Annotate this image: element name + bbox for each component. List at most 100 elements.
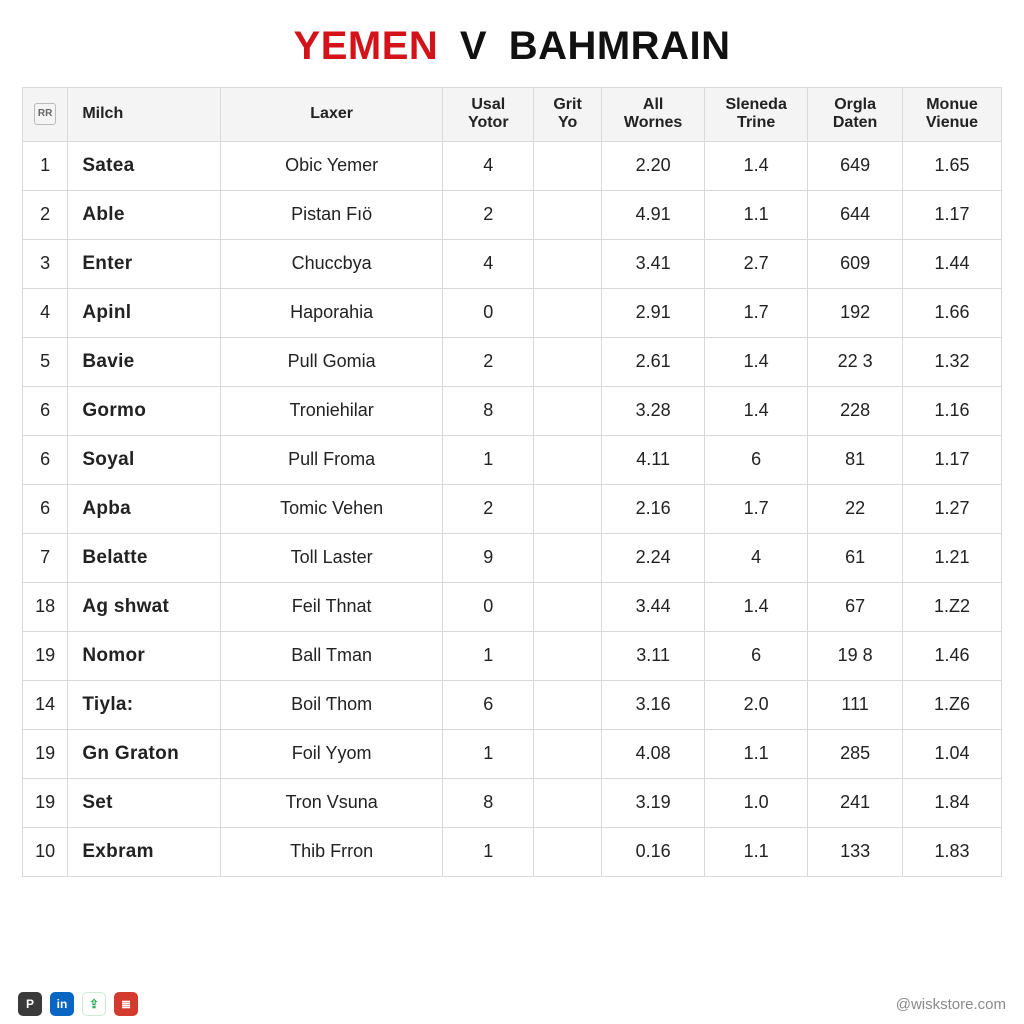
cell-orgla-daten: 19 8 <box>808 631 903 680</box>
cell-grit-yo <box>534 337 602 386</box>
cell-grit-yo <box>534 778 602 827</box>
cell-grit-yo <box>534 239 602 288</box>
stats-table: RR Milch Laxer UsalYotor GritYo AllWorne… <box>22 87 1002 877</box>
app-icon[interactable]: ≣ <box>114 992 138 1016</box>
cell-monue-vienue: 1.83 <box>902 827 1001 876</box>
table-row[interactable]: 6ApbaTomic Vehen22.161.7221.27 <box>23 484 1002 533</box>
cell-orgla-daten: 192 <box>808 288 903 337</box>
cell-all-wornes: 3.19 <box>602 778 705 827</box>
cell-milch: Gormo <box>68 386 221 435</box>
cell-all-wornes: 2.61 <box>602 337 705 386</box>
page-title: YEMEN V BAHMRAIN <box>22 24 1002 69</box>
cell-sleneda-trine: 2.7 <box>705 239 808 288</box>
table-row[interactable]: 14Tiyla:Boil Ƭhom63.162.01111.Z6 <box>23 680 1002 729</box>
cell-usal-yotor: 1 <box>443 729 534 778</box>
cell-laxer: Pistan Fıö <box>220 190 443 239</box>
cell-rank: 10 <box>23 827 68 876</box>
title-team-a: YEMEN <box>294 24 439 68</box>
table-row[interactable]: 6SoyalPull Froma14.116811.17 <box>23 435 1002 484</box>
table-row[interactable]: 19NomorBall Tman13.11619 81.46 <box>23 631 1002 680</box>
cell-grit-yo <box>534 533 602 582</box>
cell-all-wornes: 4.08 <box>602 729 705 778</box>
table-row[interactable]: 10ExbramThib Frron10.161.11331.83 <box>23 827 1002 876</box>
cell-rank: 1 <box>23 141 68 190</box>
col-grit-yo[interactable]: GritYo <box>534 88 602 142</box>
cell-all-wornes: 3.11 <box>602 631 705 680</box>
cell-laxer: Boil Ƭhom <box>220 680 443 729</box>
col-all-wornes[interactable]: AllWornes <box>602 88 705 142</box>
title-team-b: BAHMRAIN <box>509 24 731 68</box>
cell-monue-vienue: 1.66 <box>902 288 1001 337</box>
table-row[interactable]: 5BaviePull Gomia22.611.422 31.32 <box>23 337 1002 386</box>
cell-laxer: Feil Thnat <box>220 582 443 631</box>
cell-rank: 6 <box>23 386 68 435</box>
cell-monue-vienue: 1.32 <box>902 337 1001 386</box>
cell-monue-vienue: 1.04 <box>902 729 1001 778</box>
cell-all-wornes: 2.91 <box>602 288 705 337</box>
page-root: YEMEN V BAHMRAIN RR Milch Laxer UsalYoto… <box>0 0 1024 1024</box>
col-usal-yotor[interactable]: UsalYotor <box>443 88 534 142</box>
cell-monue-vienue: 1.17 <box>902 435 1001 484</box>
cell-usal-yotor: 9 <box>443 533 534 582</box>
table-row[interactable]: 6GormoTroniehilar83.281.42281.16 <box>23 386 1002 435</box>
cell-orgla-daten: 67 <box>808 582 903 631</box>
cell-all-wornes: 3.28 <box>602 386 705 435</box>
share-icon[interactable]: ⇪ <box>82 992 106 1016</box>
cell-usal-yotor: 1 <box>443 827 534 876</box>
cell-sleneda-trine: 2.0 <box>705 680 808 729</box>
cell-grit-yo <box>534 582 602 631</box>
cell-sleneda-trine: 1.4 <box>705 337 808 386</box>
col-orgla-daten[interactable]: OrglaDaten <box>808 88 903 142</box>
cell-grit-yo <box>534 680 602 729</box>
cell-orgla-daten: 111 <box>808 680 903 729</box>
cell-milch: Satea <box>68 141 221 190</box>
table-row[interactable]: 7BelatteToll Laster92.244611.21 <box>23 533 1002 582</box>
cell-usal-yotor: 1 <box>443 435 534 484</box>
col-monue-vienue[interactable]: MonueVienue <box>902 88 1001 142</box>
cell-usal-yotor: 6 <box>443 680 534 729</box>
cell-all-wornes: 3.44 <box>602 582 705 631</box>
footer-icons: Pin ⇪ ≣ <box>18 992 138 1016</box>
table-row[interactable]: 1SateaObic Yemer42.201.46491.65 <box>23 141 1002 190</box>
col-badge: RR <box>23 88 68 142</box>
cell-milch: Enter <box>68 239 221 288</box>
header-badge-icon: RR <box>34 103 56 125</box>
cell-usal-yotor: 4 <box>443 141 534 190</box>
cell-sleneda-trine: 1.7 <box>705 288 808 337</box>
cell-laxer: Troniehilar <box>220 386 443 435</box>
cell-monue-vienue: 1.16 <box>902 386 1001 435</box>
cell-usal-yotor: 8 <box>443 386 534 435</box>
col-sleneda-trine[interactable]: SlenedaTrine <box>705 88 808 142</box>
cell-rank: 19 <box>23 778 68 827</box>
cell-sleneda-trine: 1.7 <box>705 484 808 533</box>
col-milch[interactable]: Milch <box>68 88 221 142</box>
cell-sleneda-trine: 1.4 <box>705 582 808 631</box>
col-laxer[interactable]: Laxer <box>220 88 443 142</box>
table-row[interactable]: 18Ag shwatFeil Thnat03.441.4671.Z2 <box>23 582 1002 631</box>
cell-milch: Gn Graton <box>68 729 221 778</box>
linkedin-icon[interactable]: in <box>50 992 74 1016</box>
cell-orgla-daten: 22 3 <box>808 337 903 386</box>
pinterest-icon[interactable]: P <box>18 992 42 1016</box>
cell-grit-yo <box>534 729 602 778</box>
table-row[interactable]: 3EnterChucᴄbya43.412.76091.44 <box>23 239 1002 288</box>
cell-laxer: Chucᴄbya <box>220 239 443 288</box>
cell-orgla-daten: 609 <box>808 239 903 288</box>
cell-all-wornes: 2.24 <box>602 533 705 582</box>
cell-milch: Soyal <box>68 435 221 484</box>
cell-orgla-daten: 133 <box>808 827 903 876</box>
cell-rank: 6 <box>23 484 68 533</box>
table-row[interactable]: 2AblePistan Fıö24.911.16441.17 <box>23 190 1002 239</box>
table-row[interactable]: 4ApinlHaporahia02.911.71921.66 <box>23 288 1002 337</box>
title-vs: V <box>460 24 487 68</box>
cell-usal-yotor: 0 <box>443 582 534 631</box>
footer-handle[interactable]: @wiskstore.com <box>896 996 1006 1013</box>
cell-laxer: Obic Yemer <box>220 141 443 190</box>
cell-monue-vienue: 1.84 <box>902 778 1001 827</box>
cell-orgla-daten: 22 <box>808 484 903 533</box>
table-row[interactable]: 19SetTron Vsuna83.191.02411.84 <box>23 778 1002 827</box>
cell-rank: 6 <box>23 435 68 484</box>
cell-rank: 5 <box>23 337 68 386</box>
cell-laxer: Tron Vsuna <box>220 778 443 827</box>
table-row[interactable]: 19Gn GratonFoil Yyom14.081.12851.04 <box>23 729 1002 778</box>
